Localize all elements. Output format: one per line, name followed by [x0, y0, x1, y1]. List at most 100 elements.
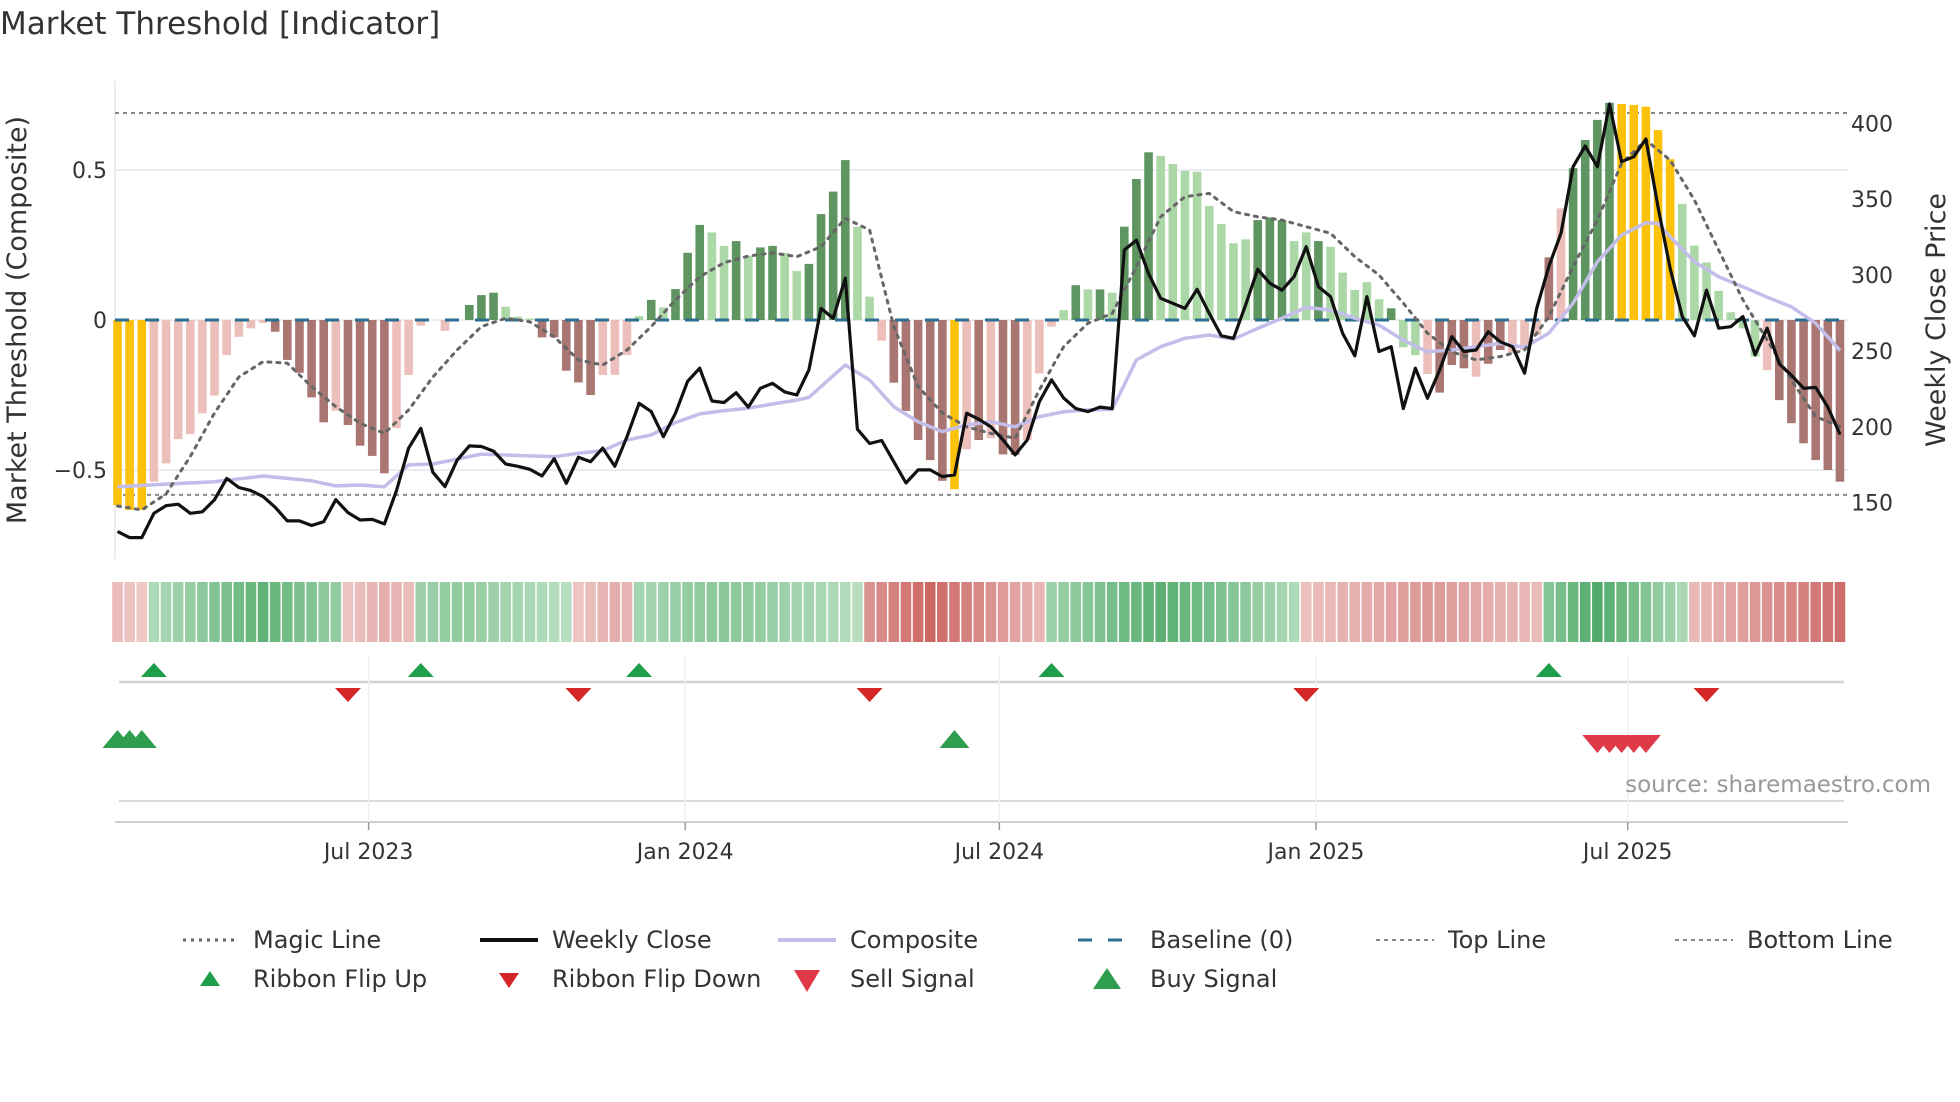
ribbon-cell — [1604, 582, 1615, 642]
ribbon-cell — [1701, 582, 1712, 642]
legend-item-magic-line[interactable]: Magic Line — [181, 925, 381, 955]
ribbon-cell — [1470, 582, 1482, 642]
legend-item-composite[interactable]: Composite — [778, 925, 978, 955]
ribbon-cell — [366, 582, 378, 642]
ribbon-cell — [1046, 582, 1057, 642]
composite-bar — [246, 320, 256, 329]
ribbon-cell — [1216, 582, 1227, 642]
composite-bar — [1059, 310, 1068, 320]
ribbon-cell — [354, 582, 366, 642]
composite-bar — [1690, 245, 1699, 320]
composite-bar — [1629, 104, 1639, 321]
composite-bar — [1580, 140, 1590, 320]
y-tick-label: −0.5 — [54, 459, 107, 484]
composite-bar — [877, 320, 886, 341]
composite-bar — [1386, 308, 1396, 320]
composite-bar — [161, 320, 171, 464]
composite-bar — [416, 320, 426, 326]
composite-bar — [562, 320, 571, 371]
legend-label: Magic Line — [253, 926, 382, 954]
legend-item-buy-signal[interactable]: Buy Signal — [1078, 964, 1277, 994]
ribbon-cell — [221, 582, 232, 642]
ribbon-cell — [997, 582, 1009, 642]
ribbon-cell — [172, 582, 184, 642]
legend-item-ribbon-flip-up[interactable]: Ribbon Flip Up — [181, 964, 427, 994]
composite-bar — [1083, 289, 1093, 320]
composite-line — [117, 221, 1842, 489]
ribbon-cell — [840, 582, 851, 642]
legend-label: Baseline (0) — [1150, 926, 1294, 954]
source-credit: source: sharemaestro.com — [1625, 772, 1931, 798]
composite-bar — [355, 320, 365, 446]
dotted-line-icon — [183, 938, 237, 942]
ribbon-cell — [379, 582, 390, 642]
legend-item-top-line[interactable]: Top Line — [1376, 925, 1546, 955]
composite-bar — [501, 306, 510, 320]
composite-bar — [950, 320, 959, 490]
ribbon-cell — [1810, 582, 1821, 642]
composite-bar — [1532, 320, 1542, 335]
composite-bar — [1095, 289, 1105, 320]
composite-bar — [1750, 320, 1760, 357]
legend-item-weekly-close[interactable]: Weekly Close — [480, 925, 712, 955]
ribbon-cell — [1361, 582, 1373, 642]
composite-bar — [707, 232, 717, 320]
composite-bar — [574, 320, 583, 383]
ribbon-cell — [209, 582, 220, 642]
composite-bar — [464, 305, 474, 320]
ribbon-cell — [1337, 582, 1348, 642]
x-tick-label: Jul 2024 — [953, 840, 1045, 865]
legend-item-sell-signal[interactable]: Sell Signal — [778, 964, 975, 994]
composite-bar — [198, 320, 207, 414]
ribbon-cell — [1458, 582, 1470, 642]
composite-bar — [440, 320, 450, 331]
composite-bar — [525, 318, 535, 320]
ribbon-flip-down-marker — [1293, 688, 1320, 702]
ribbon-cell — [403, 582, 414, 642]
ribbon-cell — [1009, 582, 1021, 642]
ribbon-cell — [1519, 582, 1530, 642]
ribbon-cell — [1288, 582, 1300, 642]
composite-bar — [610, 320, 620, 375]
composite-bar — [404, 320, 413, 375]
ribbon-cell — [1592, 582, 1603, 642]
composite-bar — [586, 320, 595, 395]
ribbon-cell — [548, 582, 560, 642]
ribbon-cell — [864, 582, 875, 642]
ribbon-flip-down-marker — [856, 688, 883, 702]
ribbon-cell — [1203, 582, 1215, 642]
y2-tick-label: 300 — [1851, 264, 1893, 289]
ribbon-cell — [1228, 582, 1239, 642]
x-tick-label: Jan 2025 — [1265, 840, 1364, 865]
legend-item-baseline[interactable]: Baseline (0) — [1078, 925, 1293, 955]
ribbon-cell — [1676, 582, 1688, 642]
composite-bar — [1071, 285, 1081, 320]
ribbon-flip-up-marker — [140, 663, 167, 677]
x-tick-label: Jan 2024 — [635, 840, 734, 865]
legend-label: Buy Signal — [1150, 965, 1278, 993]
composite-bar — [1374, 299, 1384, 320]
composite-bar — [1119, 226, 1129, 320]
legend-item-bottom-line[interactable]: Bottom Line — [1675, 925, 1893, 955]
ribbon-cell — [1531, 582, 1543, 642]
ribbon-cell — [1349, 582, 1361, 642]
ribbon-flip-up-marker — [1038, 663, 1065, 677]
composite-bar — [283, 320, 292, 360]
composite-bar — [1398, 320, 1408, 348]
y2-tick-label: 200 — [1851, 416, 1893, 441]
ribbon-cell — [706, 582, 718, 642]
legend-item-ribbon-flip-down[interactable]: Ribbon Flip Down — [480, 964, 761, 994]
composite-bar — [367, 320, 377, 456]
composite-bar — [756, 247, 765, 320]
y-tick-label: 0 — [93, 309, 107, 334]
composite-bar — [295, 320, 304, 373]
legend-label: Composite — [850, 926, 979, 954]
composite-bar — [343, 320, 353, 425]
legend-label: Sell Signal — [850, 965, 975, 993]
composite-bar — [671, 289, 680, 320]
composite-bar — [792, 271, 802, 320]
composite-bar — [1277, 220, 1287, 320]
legend-label: Ribbon Flip Down — [552, 965, 762, 993]
x-tick-label: Jul 2023 — [322, 840, 414, 865]
